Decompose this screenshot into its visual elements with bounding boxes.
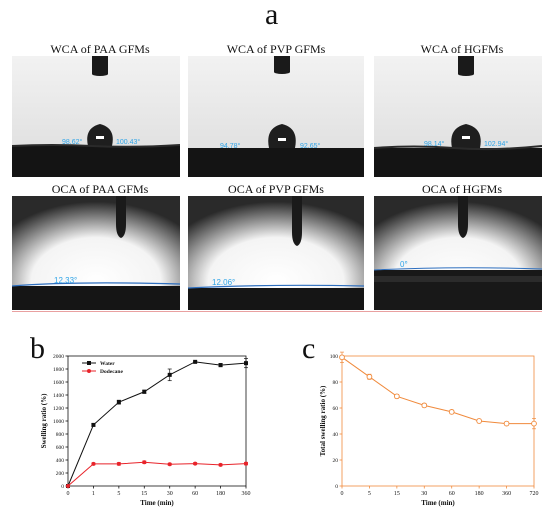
wca-hgfms-left-angle: 98.14° bbox=[424, 141, 445, 148]
chart-b-point bbox=[244, 361, 248, 366]
chart-b-xtick-label: 15 bbox=[141, 491, 147, 497]
chart-c-xtick-label: 360 bbox=[502, 491, 511, 497]
chart-b-xtick-label: 30 bbox=[167, 491, 173, 497]
chart-b-point bbox=[244, 461, 248, 466]
chart-c-point bbox=[366, 373, 373, 380]
chart-b-ytick-label: 600 bbox=[56, 445, 65, 451]
chart-b-xlabel: Time (min) bbox=[140, 499, 174, 507]
chart-c-ytick-label: 40 bbox=[333, 432, 339, 438]
chart-b-ytick-label: 1000 bbox=[53, 419, 64, 425]
chart-b-ytick-label: 1600 bbox=[53, 380, 64, 386]
wca-hgfms-right-angle: 102.94° bbox=[484, 141, 509, 148]
chart-b-ytick-label: 2000 bbox=[53, 354, 64, 360]
oca-hgfms-angle: 0° bbox=[400, 260, 408, 269]
chart-b-ytick-label: 1800 bbox=[53, 367, 64, 373]
chart-b-ytick-label: 200 bbox=[56, 471, 65, 477]
chart-b-ytick-label: 1200 bbox=[53, 406, 64, 412]
chart-b-series-line-0 bbox=[67, 361, 247, 487]
wca-photo-pvp: 94.78° 92.65° bbox=[188, 56, 364, 177]
chart-c-point bbox=[339, 354, 345, 361]
chart-b-ytick-label: 400 bbox=[56, 458, 65, 464]
chart-b-point bbox=[91, 422, 96, 427]
chart-c-ylabel: Total swelling ratio (%) bbox=[319, 385, 327, 456]
chart-b-legend-label: Water bbox=[100, 361, 115, 367]
chart-b-xtick-label: 0 bbox=[67, 491, 70, 497]
chart-b-point bbox=[193, 359, 198, 364]
oca-paa-angle: 12.33° bbox=[54, 276, 78, 285]
chart-c-point bbox=[394, 393, 400, 400]
chart-b-point bbox=[116, 400, 121, 405]
chart-total-swelling-ratio: 0 20 40 60 80 100 0 5 15 30 60 180 360 720 Time (min) T… bbox=[319, 351, 539, 507]
chart-b-xtick-label: 1 bbox=[92, 491, 95, 497]
photo-divider bbox=[12, 311, 542, 312]
chart-c-xtick-label: 30 bbox=[421, 491, 427, 497]
chart-b-xtick-label: 180 bbox=[216, 491, 225, 497]
chart-b-point bbox=[142, 460, 147, 465]
chart-c-point bbox=[531, 420, 537, 427]
chart-b-plot-frame bbox=[67, 355, 247, 487]
chart-b-xtick-label: 60 bbox=[192, 491, 198, 497]
chart-c-xtick-label: 5 bbox=[368, 491, 371, 497]
chart-c-series-line-0 bbox=[341, 356, 534, 425]
chart-b-point bbox=[218, 462, 223, 467]
wca-title-hgfms: WCA of HGFMs bbox=[420, 42, 504, 56]
oca-title-hgfms: OCA of HGFMs bbox=[421, 182, 502, 196]
chart-c-ytick-label: 80 bbox=[333, 380, 339, 386]
panel-label-a: a bbox=[265, 0, 279, 31]
wca-photo-paa: 98.62° 100.43° bbox=[12, 56, 180, 177]
chart-b-xtick-label: 360 bbox=[242, 491, 251, 497]
chart-c-ytick-label: 60 bbox=[333, 406, 339, 412]
panel-label-b: b bbox=[30, 332, 45, 365]
chart-b-point bbox=[66, 484, 70, 488]
chart-c-ytick-label: 20 bbox=[333, 458, 339, 464]
chart-b-xtick-label: 5 bbox=[117, 491, 120, 497]
chart-c-xtick-label: 60 bbox=[449, 491, 455, 497]
chart-b-point bbox=[218, 363, 223, 368]
wca-photo-hgfms: 98.14° 102.94° bbox=[374, 56, 542, 177]
chart-b-point bbox=[167, 372, 172, 377]
chart-b-point bbox=[116, 461, 121, 466]
chart-c-xtick-label: 15 bbox=[394, 491, 400, 497]
chart-b-ytick-label: 1400 bbox=[53, 393, 64, 399]
chart-c-ytick-label: 0 bbox=[335, 484, 338, 490]
oca-title-pvp: OCA of PVP GFMs bbox=[228, 182, 324, 196]
chart-b-series-line-1 bbox=[67, 461, 247, 487]
chart-b-point bbox=[193, 461, 198, 466]
chart-b-point bbox=[167, 462, 172, 467]
chart-c-point bbox=[421, 402, 428, 409]
chart-c-xtick-label: 180 bbox=[475, 491, 484, 497]
chart-c-point bbox=[448, 409, 455, 415]
oca-title-paa: OCA of PAA GFMs bbox=[51, 182, 149, 196]
chart-b-legend-label: Dodecane bbox=[100, 369, 123, 375]
panel-label-c: c bbox=[302, 332, 316, 365]
oca-pvp-angle: 12.06° bbox=[212, 278, 236, 287]
wca-pvp-left-angle: 94.78° bbox=[220, 143, 241, 150]
chart-c-xtick-label: 0 bbox=[341, 491, 344, 497]
oca-photo-hgfms: 0° bbox=[374, 196, 542, 310]
chart-c-xlabel: Time (min) bbox=[421, 499, 455, 507]
chart-c-xtick-label: 720 bbox=[530, 491, 539, 497]
chart-b-point bbox=[91, 461, 96, 466]
chart-b-ylabel: Swelling ratio (%) bbox=[40, 393, 48, 448]
oca-photo-pvp: 12.06° bbox=[188, 196, 364, 310]
wca-pvp-right-angle: 92.65° bbox=[300, 143, 321, 150]
chart-c-point bbox=[503, 420, 510, 427]
oca-photo-paa: 12.33° bbox=[12, 196, 180, 310]
chart-b-legend-marker bbox=[87, 361, 91, 365]
chart-b-ytick-label: 800 bbox=[56, 432, 65, 438]
chart-c-point bbox=[476, 418, 482, 424]
wca-title-paa: WCA of PAA GFMs bbox=[50, 42, 150, 56]
wca-title-pvp: WCA of PVP GFMs bbox=[226, 42, 326, 56]
chart-b-ytick-label: 0 bbox=[61, 484, 64, 490]
chart-c-ytick-label: 100 bbox=[330, 354, 339, 360]
wca-paa-right-angle: 100.43° bbox=[116, 139, 141, 146]
chart-b-legend-marker bbox=[87, 369, 91, 373]
wca-paa-left-angle: 98.62° bbox=[62, 139, 83, 146]
chart-b-point bbox=[142, 389, 147, 394]
